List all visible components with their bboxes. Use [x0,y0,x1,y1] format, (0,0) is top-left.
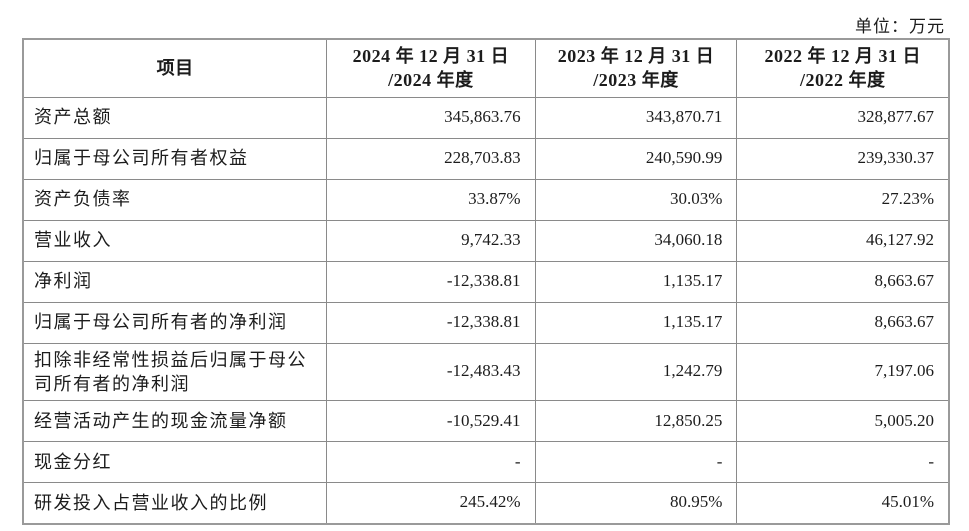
table-row-operating-cashflow: 经营活动产生的现金流量净额 -10,529.41 12,850.25 5,005… [22,400,950,443]
table-row-deducted-net-profit: 扣除非经常性损益后归属于母公司所有者的净利润 -12,483.43 1,242.… [22,342,950,402]
row-label: 资产总额 [22,96,328,139]
header-cell-2024: 2024 年 12 月 31 日 /2024 年度 [326,38,536,98]
value-2022: 7,197.06 [736,342,950,402]
row-label: 归属于母公司所有者的净利润 [22,301,328,344]
value-2023: 1,135.17 [534,301,738,344]
header-cell-2023: 2023 年 12 月 31 日 /2023 年度 [534,38,738,98]
value-2024: 228,703.83 [326,137,536,180]
table-row-rd-ratio: 研发投入占营业收入的比例 245.42% 80.95% 45.01% [22,482,950,525]
value-2023: 1,135.17 [534,260,738,303]
value-2023: 34,060.18 [534,219,738,262]
row-label: 净利润 [22,260,328,303]
table-row-debt-ratio: 资产负债率 33.87% 30.03% 27.23% [22,178,950,221]
value-2023: 80.95% [534,482,738,525]
value-2024: 33.87% [326,178,536,221]
value-2024: -12,338.81 [326,301,536,344]
value-2022: - [736,441,950,484]
value-2024: 9,742.33 [326,219,536,262]
value-2022: 5,005.20 [736,400,950,443]
value-2022: 239,330.37 [736,137,950,180]
value-2024: 345,863.76 [326,96,536,139]
table-header: 项目 2024 年 12 月 31 日 /2024 年度 2023 年 12 月… [22,38,950,98]
value-2023: 240,590.99 [534,137,738,180]
row-label: 营业收入 [22,219,328,262]
value-2024: 245.42% [326,482,536,525]
row-label: 现金分红 [22,441,328,484]
value-2024: - [326,441,536,484]
value-2022: 46,127.92 [736,219,950,262]
row-label: 研发投入占营业收入的比例 [22,482,328,525]
unit-label: 单位：万元 [855,17,945,36]
table-row-cash-dividend: 现金分红 - - - [22,441,950,484]
value-2022: 27.23% [736,178,950,221]
value-2023: 1,242.79 [534,342,738,402]
row-label: 资产负债率 [22,178,328,221]
value-2022: 328,877.67 [736,96,950,139]
table-row-parent-equity: 归属于母公司所有者权益 228,703.83 240,590.99 239,33… [22,137,950,180]
table-row-parent-net-profit: 归属于母公司所有者的净利润 -12,338.81 1,135.17 8,663.… [22,301,950,344]
header-cell-item: 项目 [22,38,328,98]
value-2023: 30.03% [534,178,738,221]
value-2023: - [534,441,738,484]
header-row: 项目 2024 年 12 月 31 日 /2024 年度 2023 年 12 月… [22,38,950,98]
row-label: 经营活动产生的现金流量净额 [22,400,328,443]
table-row-revenue: 营业收入 9,742.33 34,060.18 46,127.92 [22,219,950,262]
value-2023: 12,850.25 [534,400,738,443]
value-2024: -12,483.43 [326,342,536,402]
value-2022: 8,663.67 [736,301,950,344]
value-2024: -12,338.81 [326,260,536,303]
header-cell-2022: 2022 年 12 月 31 日 /2022 年度 [736,38,950,98]
table-row-net-profit: 净利润 -12,338.81 1,135.17 8,663.67 [22,260,950,303]
value-2024: -10,529.41 [326,400,536,443]
value-2022: 8,663.67 [736,260,950,303]
table-body: 资产总额 345,863.76 343,870.71 328,877.67 归属… [22,96,950,525]
table-row-total-assets: 资产总额 345,863.76 343,870.71 328,877.67 [22,96,950,139]
row-label: 扣除非经常性损益后归属于母公司所有者的净利润 [22,342,328,402]
value-2022: 45.01% [736,482,950,525]
row-label: 归属于母公司所有者权益 [22,137,328,180]
value-2023: 343,870.71 [534,96,738,139]
financial-summary-table: 项目 2024 年 12 月 31 日 /2024 年度 2023 年 12 月… [22,38,950,525]
